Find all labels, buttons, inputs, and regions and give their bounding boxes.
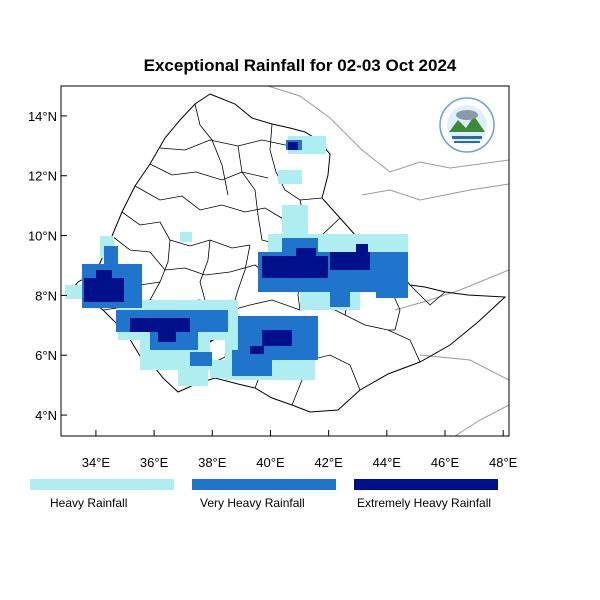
legend-label-very-heavy: Very Heavy Rainfall [200, 496, 305, 510]
lon-tick-label: 36°E [140, 455, 169, 470]
lat-tick-label: 12°N [28, 169, 57, 184]
map-contents [65, 86, 509, 436]
legend-swatch-very-heavy [192, 479, 336, 490]
latitude-axis: 4°N 6°N 8°N 10°N 12°N 14°N [28, 109, 67, 423]
legend-label-extremely-heavy: Extremely Heavy Rainfall [357, 496, 492, 510]
lat-tick-label: 8°N [35, 288, 57, 303]
lon-tick-label: 48°E [489, 455, 518, 470]
lon-tick-label: 44°E [373, 455, 402, 470]
ethiopian-meteorology-institute-logo [439, 97, 495, 153]
map-frame [60, 85, 510, 437]
lon-tick-label: 46°E [431, 455, 460, 470]
lat-tick-label: 4°N [35, 408, 57, 423]
legend-label-heavy: Heavy Rainfall [50, 496, 128, 510]
lat-tick-label: 14°N [28, 109, 57, 124]
lon-tick-label: 34°E [82, 455, 111, 470]
lon-tick-label: 42°E [314, 455, 343, 470]
neighbor-borders [267, 86, 509, 436]
lat-tick-label: 10°N [28, 229, 57, 244]
map-title: Exceptional Rainfall for 02-03 Oct 2024 [143, 56, 457, 75]
legend-swatch-extremely-heavy [354, 479, 498, 490]
longitude-axis: 34°E 36°E 38°E 40°E 42°E 44°E 46°E 48°E [82, 430, 518, 470]
lon-tick-label: 40°E [256, 455, 285, 470]
extremely-heavy-rainfall-areas [84, 142, 370, 354]
legend-swatch-heavy [30, 479, 174, 490]
lat-tick-label: 6°N [35, 348, 57, 363]
lon-tick-label: 38°E [198, 455, 227, 470]
